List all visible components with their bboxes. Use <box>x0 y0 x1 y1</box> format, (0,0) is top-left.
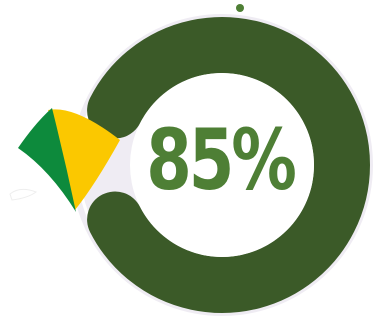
decorative-wisp <box>9 188 38 201</box>
dot-icon <box>236 4 244 12</box>
percentage-label: 85% <box>146 111 297 209</box>
donut-progress-arc <box>87 17 370 313</box>
donut-center <box>130 73 314 257</box>
brazil-flag-fragment-icon <box>18 108 120 212</box>
